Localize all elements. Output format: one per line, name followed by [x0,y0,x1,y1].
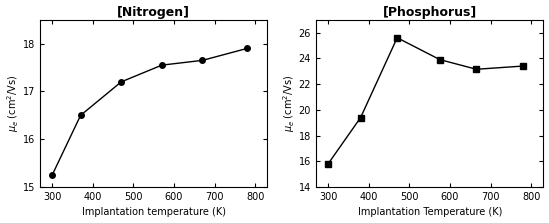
Y-axis label: $\mu_e$ (cm$^2$/Vs): $\mu_e$ (cm$^2$/Vs) [5,75,21,132]
Title: [Phosphorus]: [Phosphorus] [383,6,477,19]
X-axis label: Implantation Temperature (K): Implantation Temperature (K) [357,207,502,217]
Y-axis label: $\mu_e$ (cm$^2$/Vs): $\mu_e$ (cm$^2$/Vs) [282,75,297,132]
Title: [Nitrogen]: [Nitrogen] [117,6,191,19]
X-axis label: Implantation temperature (K): Implantation temperature (K) [82,207,226,217]
